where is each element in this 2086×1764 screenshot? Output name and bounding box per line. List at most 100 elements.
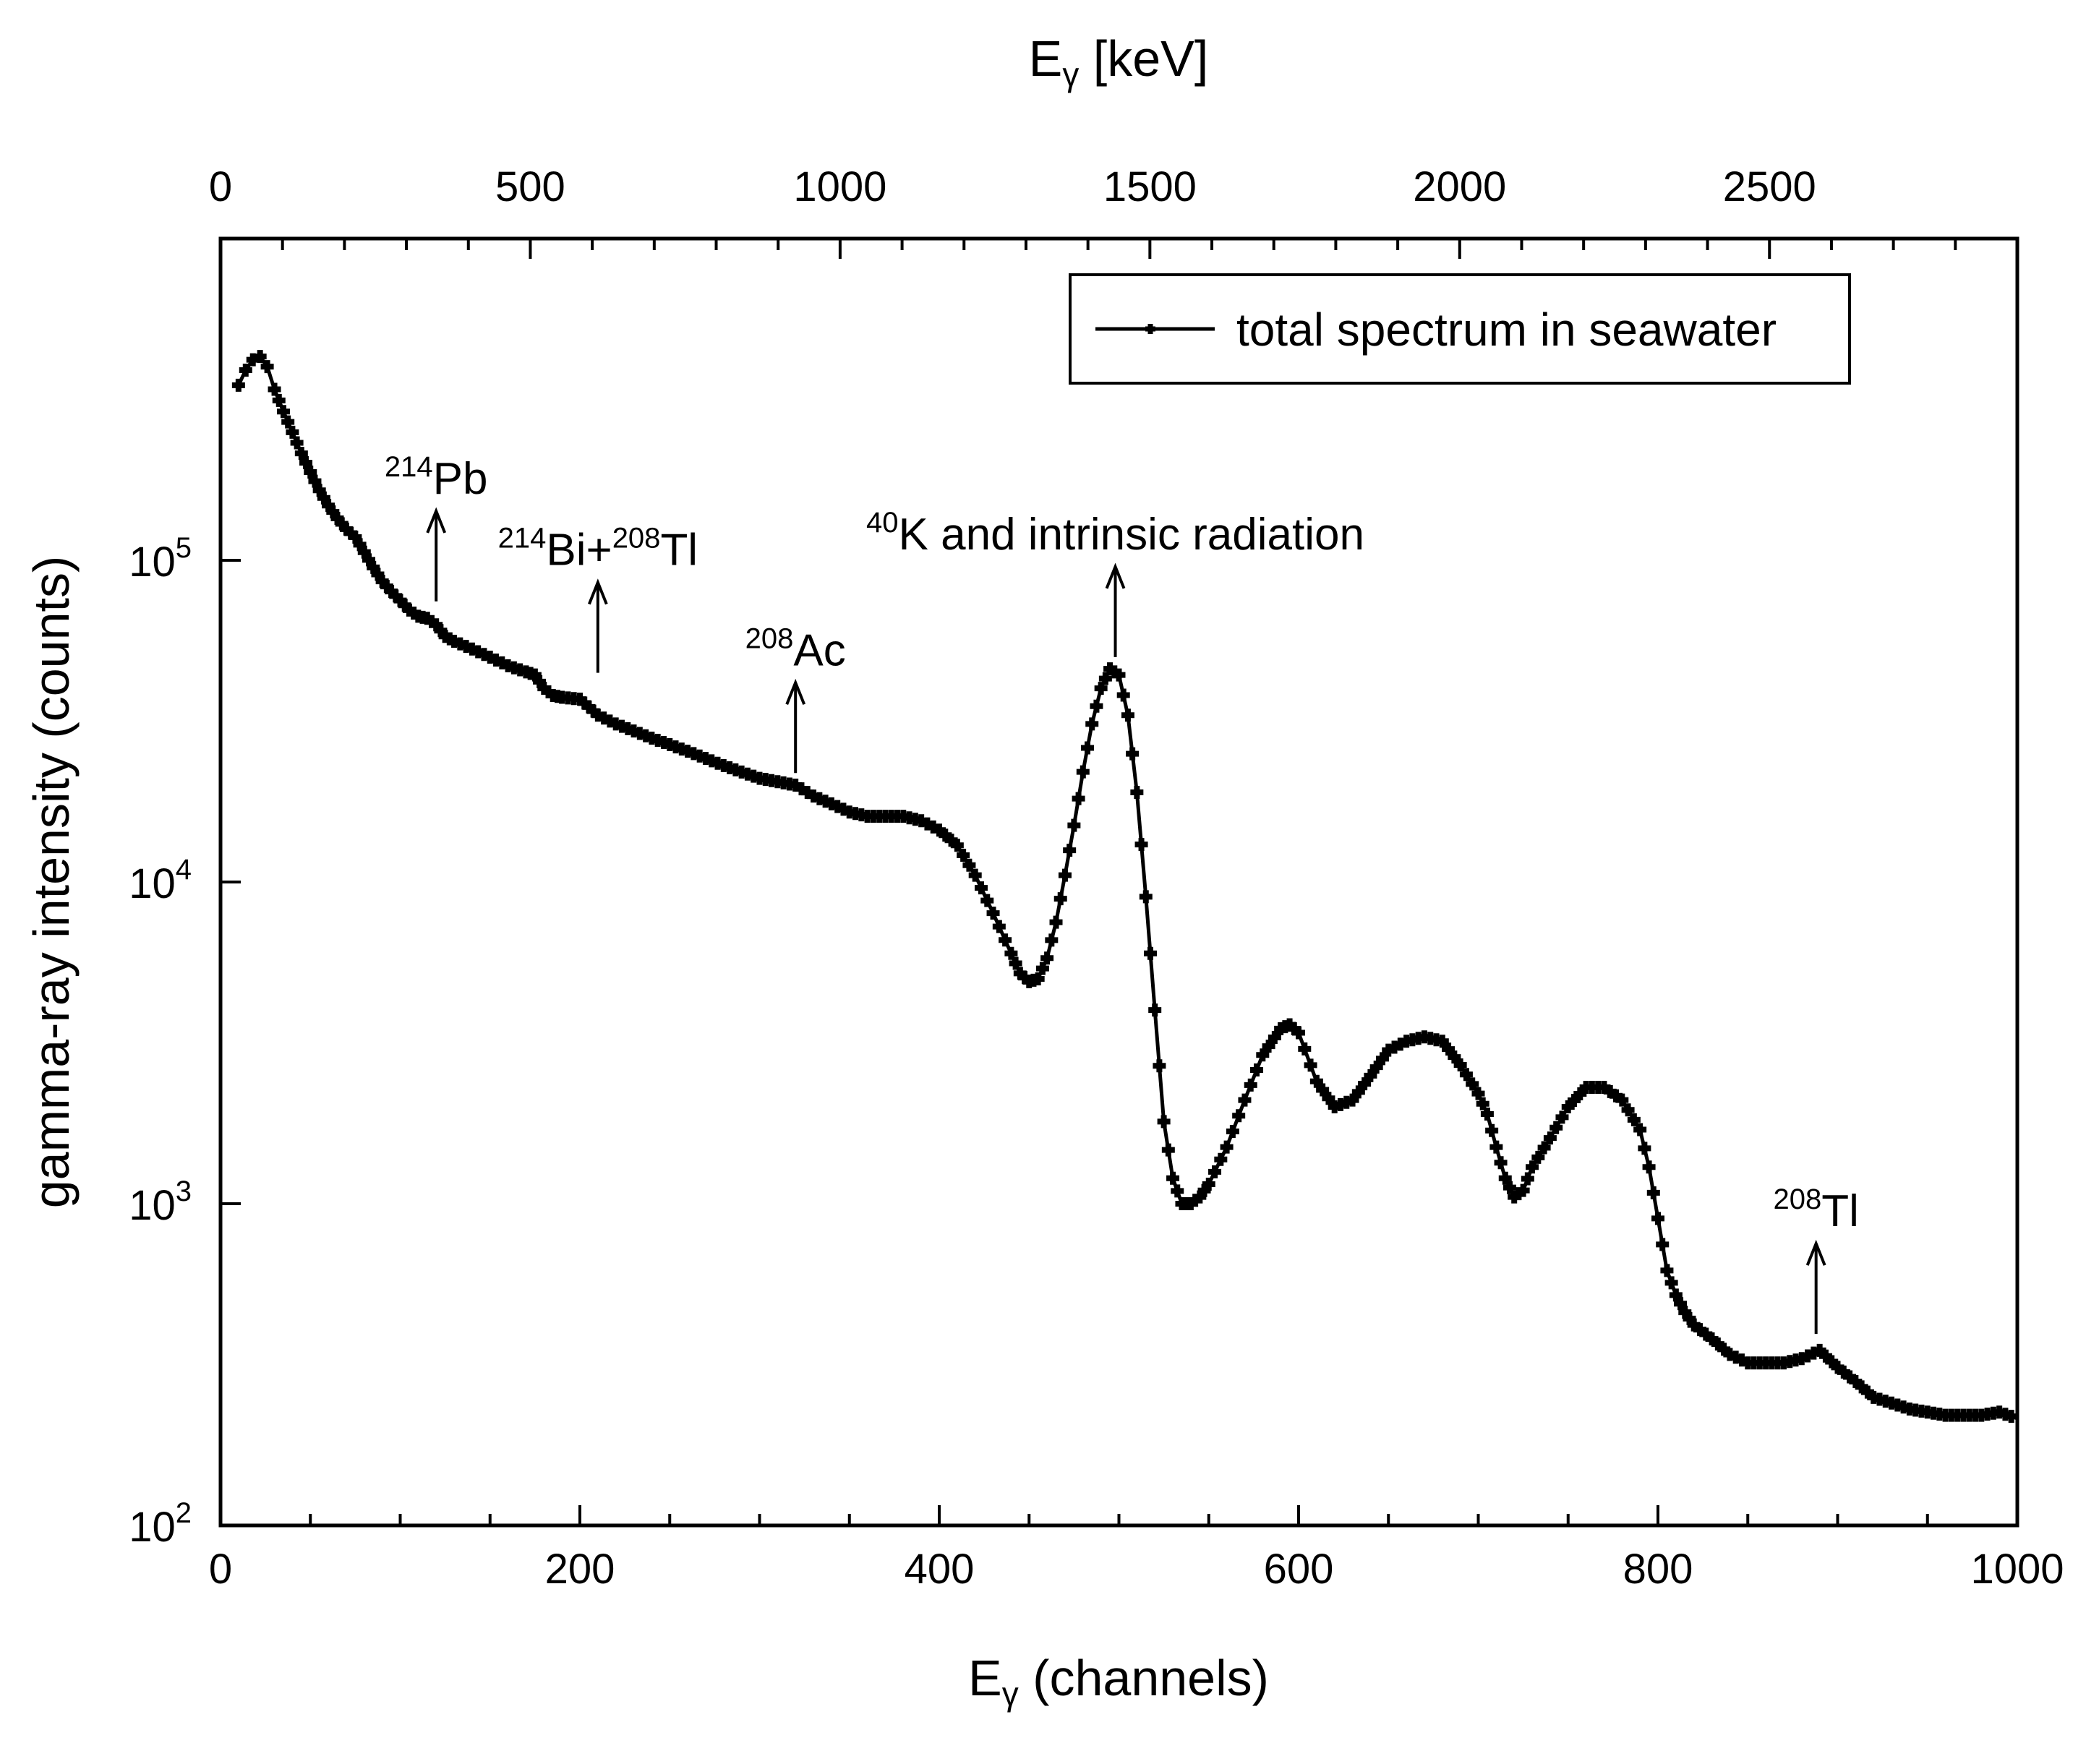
data-point: [304, 466, 317, 479]
data-point: [1072, 792, 1085, 805]
data-point: [1309, 1074, 1323, 1088]
data-point: [1238, 1093, 1252, 1107]
data-point: [357, 545, 371, 559]
data-point: [1531, 1150, 1545, 1164]
data-point: [1549, 1121, 1563, 1134]
data-point: [1116, 688, 1130, 702]
top-axis-ticks: 0 500 1000 1500 2000 2500: [209, 163, 2019, 259]
y-tick-label: 102: [129, 1497, 192, 1551]
data-point: [1485, 1123, 1499, 1137]
data-point: [974, 881, 988, 895]
data-point: [1058, 868, 1072, 882]
data-point: [1369, 1061, 1383, 1074]
data-point: [253, 350, 267, 364]
data-point: [1130, 785, 1144, 799]
data-point: [1292, 1026, 1305, 1040]
data-point: [349, 531, 362, 544]
data-point: [231, 378, 245, 392]
data-point: [1621, 1103, 1635, 1117]
annotation-label: 208Ac: [745, 622, 846, 675]
data-point: [968, 868, 982, 882]
data-point: [1112, 668, 1126, 682]
data-point: [353, 538, 367, 552]
x-tick-label: 600: [1264, 1546, 1334, 1593]
y-tick-label: 104: [129, 854, 192, 907]
data-point: [1268, 1031, 1281, 1044]
y-tick-label: 105: [129, 532, 192, 586]
data-point: [1049, 915, 1063, 929]
data-point: [1304, 1058, 1317, 1072]
annotation-arrowhead: [1105, 562, 1126, 589]
data-point: [999, 933, 1012, 947]
x-tick-label: 800: [1623, 1546, 1693, 1593]
data-point: [1085, 717, 1099, 731]
y-tick-label: 103: [129, 1176, 192, 1229]
data-point: [1171, 1184, 1184, 1198]
data-point: [1316, 1083, 1330, 1097]
data-point: [1126, 747, 1140, 761]
annotation-label: 214Bi+208Tl: [498, 523, 698, 575]
data-point: [1351, 1085, 1365, 1099]
data-point: [1346, 1093, 1359, 1107]
x-tick-label: 400: [905, 1546, 975, 1593]
data-point: [1256, 1048, 1270, 1062]
data-point: [1139, 890, 1153, 904]
data-point: [1214, 1152, 1228, 1166]
data-point: [1076, 765, 1090, 779]
data-point: [1459, 1068, 1473, 1082]
x-tick-label: 0: [209, 1546, 232, 1593]
x2-tick-label: 1500: [1103, 163, 1197, 210]
data-point: [1035, 962, 1049, 975]
data-point: [1516, 1183, 1530, 1197]
data-point: [1202, 1177, 1215, 1191]
x-tick-label: 1000: [1970, 1546, 2064, 1593]
data-point: [1262, 1040, 1275, 1053]
data-point: [1364, 1069, 1377, 1082]
data-point: [1521, 1172, 1534, 1186]
data-point: [1358, 1077, 1372, 1091]
data-point: [1526, 1160, 1539, 1174]
data-point: [1098, 672, 1112, 685]
data-point: [1134, 838, 1148, 852]
data-point: [1453, 1058, 1467, 1072]
data-point: [980, 894, 994, 907]
data-point: [312, 484, 326, 497]
data-point: [1250, 1063, 1264, 1077]
data-point: [317, 491, 330, 505]
data-point: [1244, 1078, 1257, 1092]
data-point: [1489, 1140, 1503, 1154]
spectrum-series: [231, 350, 2018, 1423]
data-point: [1053, 892, 1067, 906]
x2-tick-label: 1000: [793, 163, 886, 210]
data-point: [276, 405, 290, 419]
legend-marker-sample: [1145, 324, 1155, 334]
data-point: [1045, 933, 1059, 947]
data-point: [1664, 1276, 1678, 1290]
data-point: [1161, 1143, 1175, 1157]
annotation-arrowhead: [1805, 1239, 1826, 1266]
x-axis-title: Eγ (channels): [968, 1650, 1269, 1713]
data-point: [1067, 818, 1081, 832]
data-point: [1208, 1165, 1222, 1178]
data-point: [1090, 699, 1103, 713]
data-point: [1157, 1115, 1171, 1129]
data-point: [1121, 708, 1134, 722]
data-point: [308, 474, 322, 488]
x2-axis-title: Eγ [keV]: [1029, 30, 1209, 93]
data-point: [281, 415, 295, 429]
data-point: [1480, 1107, 1494, 1121]
data-point: [1143, 946, 1157, 960]
data-point: [1651, 1212, 1664, 1225]
data-point: [1646, 1186, 1660, 1199]
plot-frame: [218, 236, 2019, 1528]
data-point: [1004, 946, 1018, 960]
data-point: [1669, 1288, 1683, 1302]
data-point: [290, 436, 304, 450]
data-point: [1615, 1093, 1629, 1107]
data-point: [2004, 1410, 2018, 1423]
x2-tick-label: 2000: [1413, 163, 1506, 210]
legend: total spectrum in seawater: [1069, 273, 1851, 385]
data-point: [992, 920, 1006, 933]
